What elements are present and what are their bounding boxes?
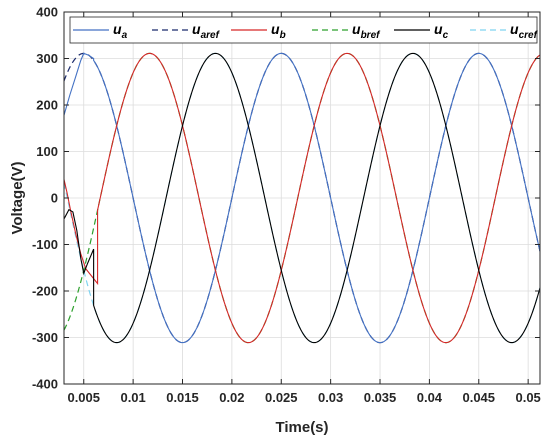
x-tick-label: 0.03: [318, 390, 343, 405]
x-tick-label: 0.015: [166, 390, 199, 405]
y-tick-label: 400: [36, 5, 58, 20]
legend-box: [69, 16, 538, 44]
x-tick-label: 0.05: [515, 390, 540, 405]
series-u-b: [64, 52, 540, 344]
x-tick-label: 0.005: [67, 390, 100, 405]
series-u-c: [64, 52, 540, 344]
x-tick-label: 0.035: [364, 390, 397, 405]
x-tick-label: 0.01: [120, 390, 145, 405]
ticks: 0.005 0.01 0.015 0.02 0.025 0.03 0.035 0.04 0.04…: [32, 5, 541, 406]
y-tick-label: 100: [36, 144, 58, 159]
y-tick-label: -300: [32, 330, 58, 345]
x-tick-label: 0.025: [265, 390, 298, 405]
x-tick-label: 0.04: [417, 390, 443, 405]
legend: ua uaref ub ubref uc ucref: [69, 16, 539, 44]
y-tick-label: 0: [51, 191, 58, 206]
x-tick-label: 0.045: [462, 390, 495, 405]
y-tick-label: -100: [32, 237, 58, 252]
series-lines: [64, 52, 540, 344]
y-tick-label: 200: [36, 98, 58, 113]
y-axis-label: Voltage(V): [9, 161, 26, 234]
y-tick-label: -400: [32, 377, 58, 392]
y-tick-label: -200: [32, 284, 58, 299]
x-tick-label: 0.02: [219, 390, 244, 405]
y-tick-label: 300: [36, 51, 58, 66]
series-u-a: [64, 52, 540, 344]
x-axis-label: Time(s): [275, 419, 328, 436]
